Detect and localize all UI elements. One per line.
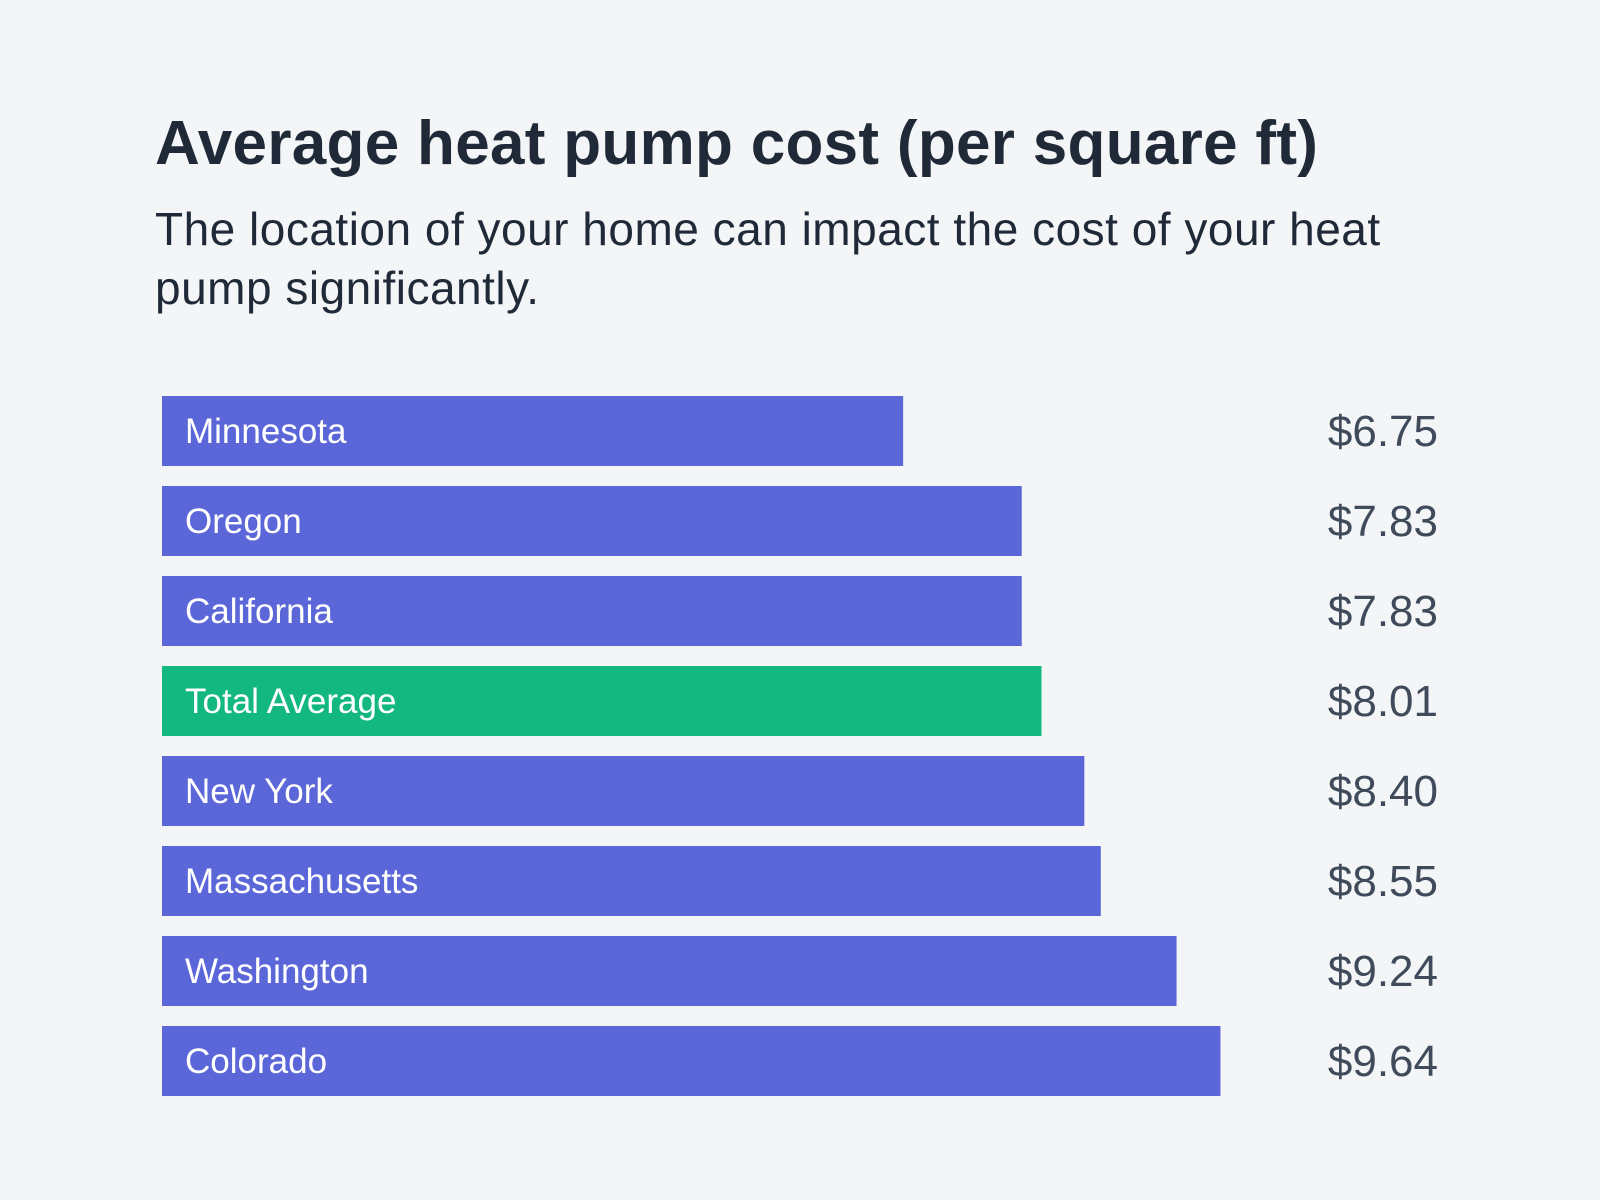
category-label: Colorado	[185, 1042, 327, 1081]
value-label: $8.40	[1328, 767, 1438, 816]
category-label: California	[185, 592, 333, 631]
bar-minnesota	[162, 396, 904, 466]
category-label: Washington	[185, 952, 369, 991]
category-label: Massachusetts	[185, 862, 418, 901]
bar-massachusetts	[162, 846, 1101, 916]
category-label: Total Average	[185, 682, 396, 721]
value-label: $9.64	[1328, 1037, 1438, 1086]
chart-title: Average heat pump cost (per square ft)	[155, 109, 1319, 178]
value-label: $6.75	[1328, 407, 1438, 456]
value-label: $8.55	[1328, 857, 1438, 906]
bar-oregon	[162, 486, 1022, 556]
bar-new-york	[162, 756, 1085, 826]
category-label: New York	[185, 772, 333, 811]
bar-colorado	[162, 1026, 1221, 1096]
value-label: $7.83	[1328, 497, 1438, 546]
category-label: Minnesota	[185, 412, 347, 451]
bar-california	[162, 576, 1022, 646]
bar-washington	[162, 936, 1177, 1006]
category-label: Oregon	[185, 502, 302, 541]
bar-total-average	[162, 666, 1042, 736]
chart-subtitle: The location of your home can impact the…	[155, 203, 1381, 314]
value-label: $9.24	[1328, 947, 1438, 996]
value-label: $7.83	[1328, 587, 1438, 636]
value-label: $8.01	[1328, 677, 1438, 726]
